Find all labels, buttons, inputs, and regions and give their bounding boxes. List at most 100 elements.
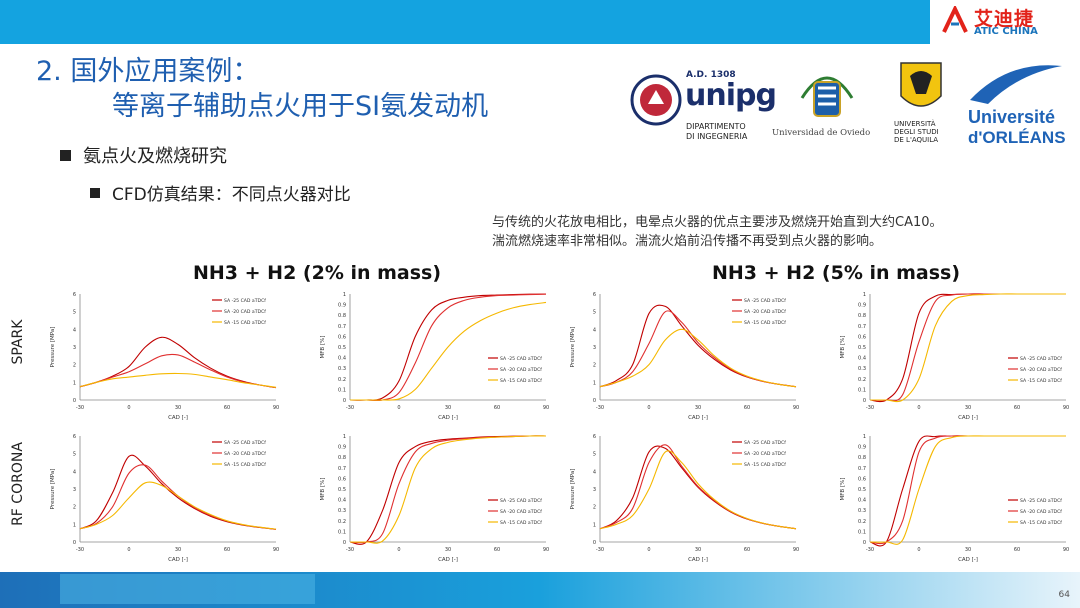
y-tick-label: 2 (73, 505, 76, 511)
orleans-swoosh-icon (970, 65, 1062, 104)
aquila-logo: UNIVERSITÀ DEGLI STUDI DE L'AQUILA (890, 58, 954, 148)
x-tick-label: -30 (866, 405, 874, 411)
atic-logo-icon (942, 6, 968, 33)
bullet-level1: 氨点火及燃烧研究 (60, 142, 227, 168)
header-5pct: NH3 + H2 (5% in mass) (712, 262, 961, 284)
y-tick-label: 1 (863, 434, 866, 440)
legend-label: SA -25 CAD aTDCf (744, 298, 786, 304)
y-tick-label: 0 (593, 398, 596, 404)
y-tick-label: 2 (593, 505, 596, 511)
series-line (79, 336, 277, 389)
y-tick-label: 6 (73, 292, 76, 298)
x-tick-label: 90 (1063, 547, 1069, 553)
series-line (869, 293, 1066, 402)
series-line (869, 435, 1066, 545)
y-tick-label: 1 (593, 522, 596, 528)
y-tick-label: 0.2 (858, 519, 866, 525)
x-tick-label: -30 (346, 547, 354, 553)
y-tick-label: 1 (343, 292, 346, 298)
y-tick-label: 0.2 (338, 377, 346, 383)
x-tick-label: 0 (397, 405, 400, 411)
y-tick-label: 5 (73, 310, 76, 316)
y-tick-label: 0.5 (858, 345, 866, 351)
brand-name-cn: 艾迪捷 (974, 8, 1035, 30)
x-axis-label: CAD [-] (168, 557, 188, 563)
legend-label: SA -25 CAD aTDCf (224, 298, 266, 304)
x-tick-label: -30 (866, 547, 874, 553)
x-tick-label: 90 (273, 405, 279, 411)
legend-label: SA -20 CAD aTDCf (500, 509, 542, 515)
legend-label: SA -25 CAD aTDCf (224, 440, 266, 446)
x-tick-label: -30 (596, 405, 604, 411)
x-tick-label: 30 (695, 547, 701, 553)
y-tick-label: 0.9 (858, 445, 866, 451)
page-number: 64 (1058, 590, 1070, 600)
unipg-name: unipg (685, 78, 777, 113)
orleans-logo: Université d'ORLÉANS (964, 60, 1074, 150)
legend-label: SA -15 CAD aTDCf (224, 462, 266, 468)
x-tick-label: 60 (744, 405, 750, 411)
aquila-line3: DE L'AQUILA (894, 136, 939, 144)
unipg-dept-line2: DI INGEGNERIA (686, 132, 748, 141)
y-tick-label: 0.3 (338, 366, 346, 372)
x-axis-label: CAD [-] (688, 557, 708, 563)
series-line (869, 293, 1066, 403)
y-tick-label: 0 (863, 398, 866, 404)
x-tick-label: 30 (175, 405, 181, 411)
y-tick-label: 0.9 (338, 445, 346, 451)
chart-mfb-corona-2pct: 00.10.20.30.40.50.60.70.80.91-30 0 30 60 90C… (320, 434, 549, 563)
x-tick-label: 0 (917, 405, 920, 411)
x-tick-label: 30 (175, 547, 181, 553)
x-tick-label: 30 (445, 405, 451, 411)
x-tick-label: 0 (647, 405, 650, 411)
x-tick-label: 0 (917, 547, 920, 553)
y-tick-label: 4 (73, 327, 76, 333)
y-tick-label: 0 (863, 540, 866, 546)
legend-label: SA -15 CAD aTDCf (500, 520, 542, 526)
oviedo-crest-icon (800, 76, 854, 117)
legend-label: SA -20 CAD aTDCf (744, 309, 786, 315)
y-tick-label: 0.8 (338, 313, 346, 319)
x-tick-label: 0 (397, 547, 400, 553)
x-tick-label: 0 (127, 405, 130, 411)
legend-label: SA -15 CAD aTDCf (500, 378, 542, 384)
series-line (349, 435, 547, 544)
y-tick-label: 0.4 (338, 498, 346, 504)
series-line (599, 444, 797, 530)
y-tick-label: 0.8 (858, 313, 866, 319)
y-axis-label: Pressure [MPa] (50, 469, 56, 510)
series-line (599, 328, 797, 388)
y-tick-label: 3 (593, 345, 596, 351)
x-axis-label: CAD [-] (688, 415, 708, 421)
y-tick-label: 0.6 (858, 334, 866, 340)
legend-label: SA -20 CAD aTDCf (500, 367, 542, 373)
unipg-logo: A.D. 1308 unipg DIPARTIMENTO DI INGEGNER… (630, 68, 778, 148)
y-axis-label: Pressure [MPa] (570, 327, 576, 368)
legend-label: SA -25 CAD aTDCf (744, 440, 786, 446)
aquila-eagle-icon (900, 62, 942, 107)
x-axis-label: CAD [-] (438, 557, 458, 563)
x-tick-label: 30 (445, 547, 451, 553)
y-tick-label: 4 (593, 469, 596, 475)
series-line (79, 353, 277, 389)
x-tick-label: 90 (273, 547, 279, 553)
legend-label: SA -25 CAD aTDCf (1020, 356, 1062, 362)
y-tick-label: 3 (73, 487, 76, 493)
x-tick-label: 90 (543, 547, 549, 553)
y-tick-label: 2 (593, 363, 596, 369)
y-tick-label: 0 (343, 398, 346, 404)
header-bar (0, 0, 1080, 44)
series-line (349, 435, 547, 545)
y-tick-label: 0.7 (858, 466, 866, 472)
header-2pct: NH3 + H2 (2% in mass) (193, 262, 442, 284)
note-line2: 湍流燃烧速率非常相似。湍流火焰前沿传播不再受到点火器的影响。 (492, 234, 883, 249)
x-axis-label: CAD [-] (958, 557, 978, 563)
x-tick-label: 90 (793, 405, 799, 411)
chart-mfb-corona-5pct: 00.10.20.30.40.50.60.70.80.91-30 0 30 60 90C… (840, 434, 1069, 563)
x-tick-label: 30 (965, 547, 971, 553)
y-tick-label: 0 (73, 540, 76, 546)
y-tick-label: 3 (73, 345, 76, 351)
legend-label: SA -25 CAD aTDCf (500, 498, 542, 504)
legend-label: SA -15 CAD aTDCf (744, 462, 786, 468)
